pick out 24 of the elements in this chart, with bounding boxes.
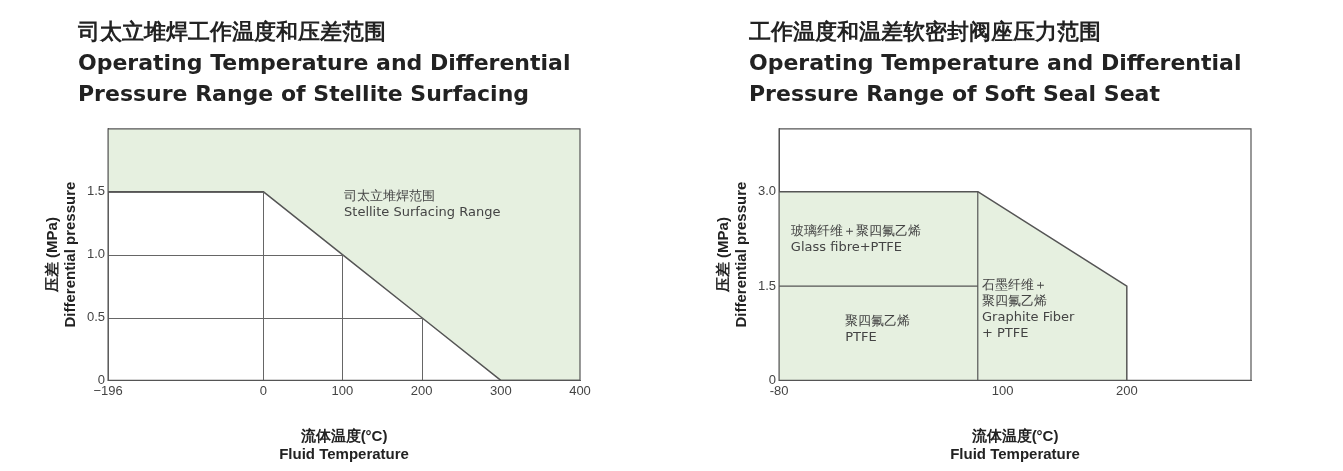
annotation: 石墨纤维＋聚四氟乙烯 Graphite Fiber + PTFE <box>982 277 1076 341</box>
x-tick-label: 100 <box>991 382 1014 398</box>
annotation: 玻璃纤维＋聚四氟乙烯 Glass fibre+PTFE <box>790 222 921 254</box>
y-tick-label: 0 <box>768 371 777 387</box>
y-tick-label: 0.5 <box>86 309 106 325</box>
y-tick-label: 1.5 <box>86 183 106 199</box>
x-tick-label: 200 <box>1115 382 1138 398</box>
y-tick-label: 1.0 <box>86 246 106 262</box>
x-tick-label: 200 <box>410 382 433 398</box>
y-axis-title: 压差 (MPa) Differential pressure <box>714 181 750 328</box>
y-axis-title: 压差 (MPa) Differential pressure <box>43 181 79 328</box>
chart-title: 司太立堆焊工作温度和压差范围 Operating Temperature and Differential Pressure Range of Stellite Surfacing <box>78 18 571 108</box>
x-tick-label: 300 <box>489 382 512 398</box>
annotation: 聚四氟乙烯 PTFE <box>845 313 911 345</box>
annotation: 司太立堆焊范围 Stellite Surfacing Range <box>344 187 501 219</box>
y-tick-label: 0 <box>97 371 106 387</box>
x-axis-title: 流体温度(°C) Fluid Temperature <box>279 427 409 463</box>
x-tick-label: 100 <box>331 382 354 398</box>
y-tick-label: 3.0 <box>757 183 777 199</box>
x-tick-label: 400 <box>569 382 591 398</box>
y-tick-label: 1.5 <box>757 277 777 293</box>
chart-title: 工作温度和温差软密封阀座压力范围 Operating Temperature and Differential Pressure Range of Soft Seal Seat <box>749 18 1242 108</box>
x-axis-title: 流体温度(°C) Fluid Temperature <box>950 427 1080 463</box>
x-tick-label: 0 <box>259 382 267 398</box>
